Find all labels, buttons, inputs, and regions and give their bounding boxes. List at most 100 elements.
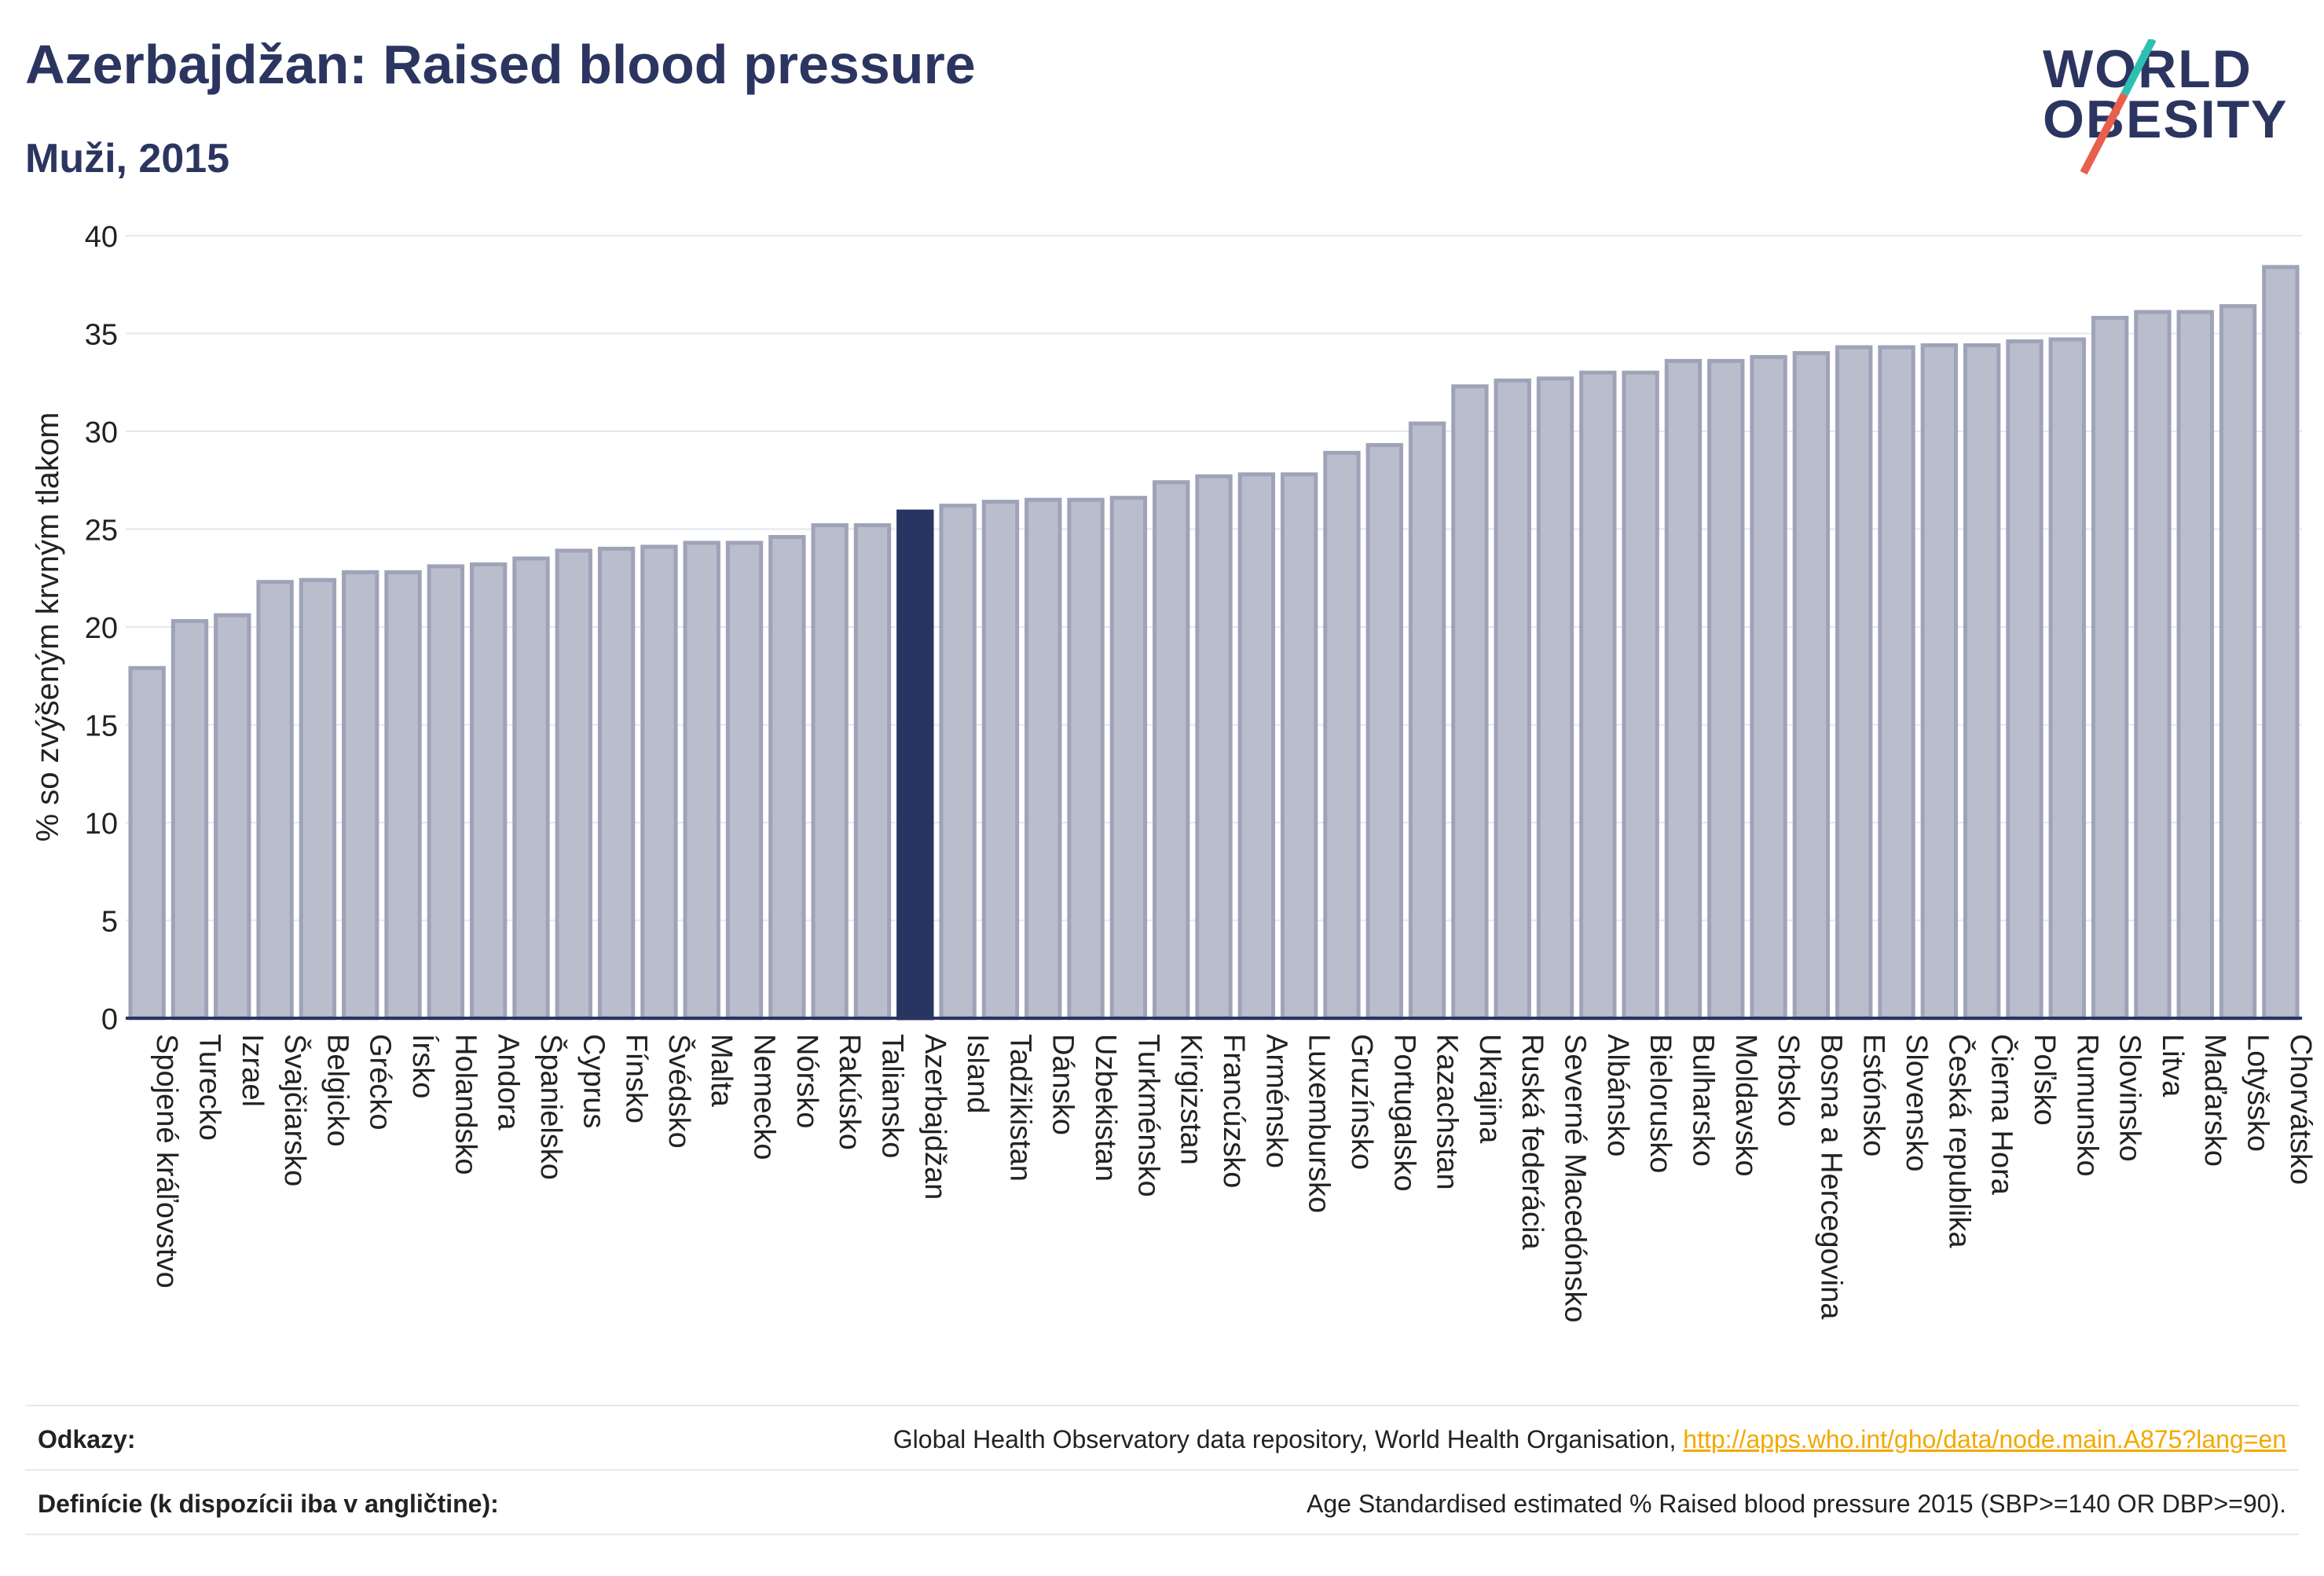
x-tick-label: Lotyšsko xyxy=(2242,1034,2275,1152)
logo-word-obesity: OBESITY xyxy=(2043,90,2289,149)
bar xyxy=(256,580,294,1021)
x-tick-label: Albánsko xyxy=(1601,1034,1634,1156)
bar xyxy=(512,556,550,1021)
x-tick-label: Nórsko xyxy=(790,1034,823,1128)
x-tick-label: Izrael xyxy=(236,1034,269,1107)
bar xyxy=(1622,370,1659,1021)
y-tick-label: 35 xyxy=(85,319,118,352)
bar xyxy=(214,613,251,1021)
logo-slash-icon xyxy=(2080,39,2157,175)
bar xyxy=(1153,480,1190,1021)
footer-definitions-row: Definície (k dispozícii iba v angličtine… xyxy=(25,1469,2299,1535)
bar xyxy=(384,570,422,1021)
x-tick-label: Maďarsko xyxy=(2198,1034,2231,1167)
bar xyxy=(768,534,806,1021)
bar xyxy=(1323,450,1361,1021)
x-tick-label: Česká republika xyxy=(1942,1034,1977,1248)
footer-sources-row: Odkazy: Global Health Observatory data r… xyxy=(25,1405,2299,1469)
x-tick-label: Bielorusko xyxy=(1644,1034,1677,1173)
bar xyxy=(342,570,379,1021)
x-tick-label: Malta xyxy=(705,1034,738,1108)
bar xyxy=(1067,497,1105,1021)
bar xyxy=(1109,496,1148,1021)
x-tick-label: Severné Macedónsko xyxy=(1559,1034,1592,1323)
bar xyxy=(1664,358,1703,1021)
bar xyxy=(1579,370,1617,1021)
footer-sources-value: Global Health Observatory data repositor… xyxy=(893,1425,2286,1454)
bar xyxy=(1195,474,1233,1021)
bar xyxy=(1792,350,1831,1021)
footer-definitions-label: Definície (k dispozícii iba v angličtine… xyxy=(38,1490,499,1518)
x-tick-label: Holandsko xyxy=(449,1034,482,1175)
x-tick-label: Turkménsko xyxy=(1131,1034,1164,1197)
x-tick-label: Ukrajina xyxy=(1473,1034,1506,1144)
x-tick-label: Luxembursko xyxy=(1303,1034,1336,1213)
bar xyxy=(2134,310,2172,1021)
bar xyxy=(1237,472,1275,1021)
bar xyxy=(597,546,636,1021)
footer-sources-text: Global Health Observatory data repositor… xyxy=(893,1425,1677,1453)
bar xyxy=(853,523,892,1021)
x-tick-label: Portugalsko xyxy=(1387,1034,1420,1192)
bar xyxy=(811,523,849,1021)
x-tick-label: Uzbekistan xyxy=(1089,1034,1122,1182)
bar xyxy=(1963,343,2001,1021)
x-tick-label: Španielsko xyxy=(534,1034,569,1180)
x-tick-label: Rumunsko xyxy=(2070,1034,2103,1177)
bar xyxy=(1750,354,1787,1021)
y-axis-label: % so zvýšeným krvným tlakom xyxy=(31,412,65,842)
x-tick-label: Tadžikistan xyxy=(1003,1034,1036,1182)
y-tick-label: 30 xyxy=(85,416,118,449)
bar xyxy=(896,509,934,1021)
footer-sources-link[interactable]: http://apps.who.int/gho/data/node.main.A… xyxy=(1683,1425,2286,1453)
x-tick-label: Čierna Hora xyxy=(1985,1034,2020,1196)
y-tick-label: 15 xyxy=(85,710,118,743)
y-tick-label: 5 xyxy=(101,906,118,939)
x-tick-label: Taliansko xyxy=(875,1034,908,1158)
y-tick-label: 25 xyxy=(85,515,118,548)
footer-sources-label: Odkazy: xyxy=(38,1425,136,1453)
bar xyxy=(170,619,209,1021)
bar xyxy=(2176,310,2214,1021)
bar xyxy=(1835,345,1873,1021)
bar xyxy=(1878,345,1915,1021)
bar xyxy=(128,665,166,1021)
bar xyxy=(299,577,337,1021)
bar xyxy=(469,562,508,1021)
bar xyxy=(555,548,592,1021)
chart-subtitle: Muži, 2015 xyxy=(25,136,230,181)
y-tick-label: 10 xyxy=(85,808,118,841)
bar xyxy=(1494,378,1531,1021)
x-tick-label: Írsko xyxy=(406,1034,440,1098)
x-tick-label: Belgicko xyxy=(321,1034,354,1147)
x-tick-label: Andora xyxy=(492,1034,525,1131)
x-tick-label: Švédsko xyxy=(662,1034,697,1149)
x-tick-label: Dánsko xyxy=(1047,1034,1080,1135)
bar xyxy=(427,564,465,1021)
x-tick-label: Cyprus xyxy=(577,1034,610,1128)
bar xyxy=(640,544,678,1021)
x-tick-label: Slovensko xyxy=(1900,1034,1933,1171)
bar xyxy=(725,541,764,1021)
bar-chart: 0 5 10 15 20 25 30 35 40 % so zvýšeným krvným tla… xyxy=(31,221,2317,1323)
bar xyxy=(1025,497,1062,1021)
x-tick-label: Azerbajdžan xyxy=(918,1034,951,1200)
bar xyxy=(1408,421,1446,1021)
x-tick-label: Moldavsko xyxy=(1729,1034,1762,1177)
bar xyxy=(2091,316,2129,1021)
x-tick-label: Poľsko xyxy=(2028,1034,2061,1126)
x-tick-label: Grécko xyxy=(364,1034,397,1130)
bar xyxy=(2262,265,2300,1021)
bar xyxy=(683,541,720,1021)
bar xyxy=(1536,376,1574,1021)
x-tick-label: Kirgizstan xyxy=(1175,1034,1208,1165)
x-tick-label: Francúzsko xyxy=(1217,1034,1250,1188)
x-tick-label: Estónsko xyxy=(1857,1034,1890,1156)
bar xyxy=(1365,442,1403,1021)
world-obesity-logo: WORLD OBESITY xyxy=(2043,31,2310,175)
chart-title: Azerbajdžan: Raised blood pressure xyxy=(25,34,976,95)
bar xyxy=(981,500,1020,1021)
x-tick-label: Ruská federácia xyxy=(1516,1034,1549,1250)
x-tick-label: Turecko xyxy=(192,1034,225,1141)
x-tick-label: Island xyxy=(961,1034,994,1113)
